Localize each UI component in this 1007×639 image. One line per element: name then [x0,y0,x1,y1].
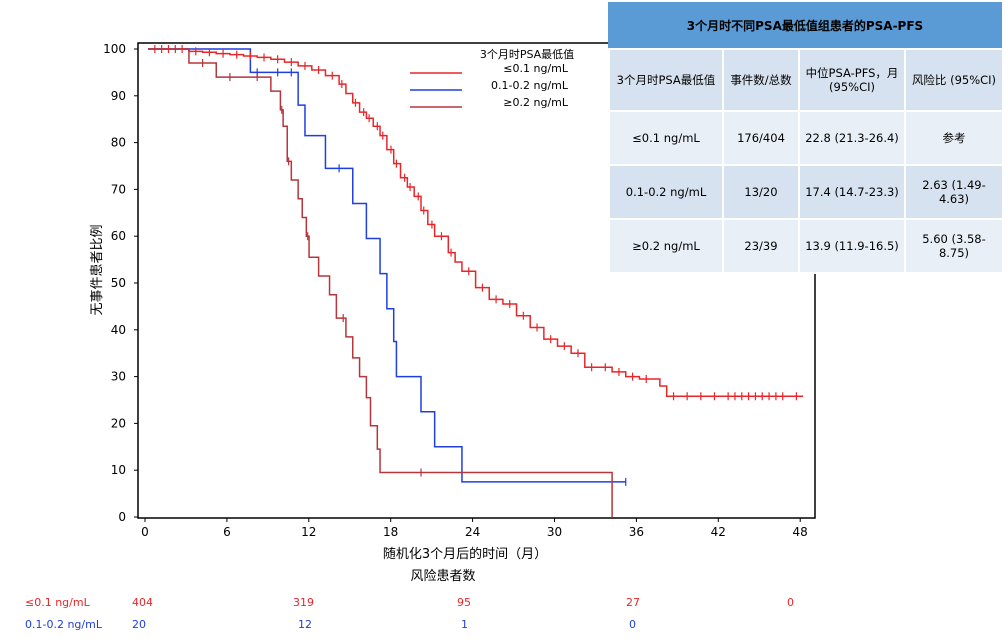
legend-title: 3个月时PSA最低值 [480,48,574,61]
risk-value: 20 [132,618,146,631]
table-cell: ≥0.2 ng/mL [608,218,724,274]
km-curve-2 [148,48,626,483]
x-tick-label: 30 [547,525,562,539]
km-curve-1 [148,48,804,398]
x-tick-label: 6 [223,525,231,539]
x-tick-label: 24 [465,525,480,539]
x-tick-label: 0 [141,525,149,539]
table-cell: 0.1-0.2 ng/mL [608,164,724,220]
x-tick-label: 12 [301,525,316,539]
x-tick-label: 48 [793,525,808,539]
x-axis-label: 随机化3个月后的时间（月） [383,546,547,562]
y-tick-label: 40 [111,323,126,337]
table-row: ≤0.1 ng/mL 176/404 22.8 (21.3-26.4) 参考 [608,110,1004,166]
km-curve-3 [148,48,613,517]
y-tick-label: 20 [111,416,126,430]
table-cell: 176/404 [722,110,800,166]
x-tick-label: 36 [629,525,644,539]
risk-value: 0 [787,596,794,609]
table-cell: 22.8 (21.3-26.4) [798,110,906,166]
risk-value: 0 [629,618,636,631]
pfs-table-title: 3个月时不同PSA最低值组患者的PSA-PFS [608,2,1002,48]
risk-value: 12 [298,618,312,631]
y-axis-label: 无事件患者比例 [90,224,105,315]
pfs-table-panel: 3个月时不同PSA最低值组患者的PSA-PFS 3个月时PSA最低值 事件数/总… [608,2,1004,274]
table-cell: 13/20 [722,164,800,220]
table-cell: ≤0.1 ng/mL [608,110,724,166]
table-cell: 23/39 [722,218,800,274]
y-tick-label: 100 [103,42,126,56]
y-tick-label: 10 [111,463,126,477]
table-cell: 5.60 (3.58-8.75) [904,218,1004,274]
y-tick-label: 90 [111,89,126,103]
x-tick-label: 18 [383,525,398,539]
col-header-median: 中位PSA-PFS，月(95%CI) [798,48,906,112]
risk-row-label: ≤0.1 ng/mL [25,596,90,609]
table-row: 0.1-0.2 ng/mL 13/20 17.4 (14.7-23.3) 2.6… [608,164,1004,220]
y-tick-label: 70 [111,182,126,196]
table-cell: 13.9 (11.9-16.5) [798,218,906,274]
y-tick-label: 80 [111,136,126,150]
risk-value: 319 [293,596,314,609]
axis-ticks: 0 6 12 18 24 30 36 42 48 0 10 20 30 40 50 60 70 80 90 100 [103,42,808,539]
plot-border [137,42,816,519]
table-row: ≥0.2 ng/mL 23/39 13.9 (11.9-16.5) 5.60 (… [608,218,1004,274]
table-header-row: 3个月时PSA最低值 事件数/总数 中位PSA-PFS，月(95%CI) 风险比… [608,48,1004,112]
risk-value: 404 [132,596,153,609]
risk-row-label: 0.1-0.2 ng/mL [25,618,102,631]
risk-value: 1 [461,618,468,631]
table-cell: 参考 [904,110,1004,166]
col-header-events: 事件数/总数 [722,48,800,112]
y-tick-label: 60 [111,229,126,243]
legend-entry: 0.1-0.2 ng/mL [491,79,569,92]
plot-frame [137,42,816,519]
table-cell: 17.4 (14.7-23.3) [798,164,906,220]
legend-entry: ≤0.1 ng/mL [503,62,569,75]
col-header-hr: 风险比 (95%CI) [904,48,1004,112]
pfs-table: 3个月时PSA最低值 事件数/总数 中位PSA-PFS，月(95%CI) 风险比… [608,48,1004,274]
x-tick-label: 42 [711,525,726,539]
y-tick-label: 0 [118,510,126,524]
censor-marks [154,45,797,486]
col-header-psa: 3个月时PSA最低值 [608,48,724,112]
legend: 3个月时PSA最低值 ≤0.1 ng/mL 0.1-0.2 ng/mL ≥0.2 n… [410,48,574,109]
risk-value: 95 [457,596,471,609]
legend-entry: ≥0.2 ng/mL [503,96,569,109]
risk-value: 27 [626,596,640,609]
y-tick-label: 50 [111,276,126,290]
table-cell: 2.63 (1.49-4.63) [904,164,1004,220]
y-tick-label: 30 [111,370,126,384]
risk-table-title: 风险患者数 [410,569,475,584]
survival-curves [148,48,804,517]
